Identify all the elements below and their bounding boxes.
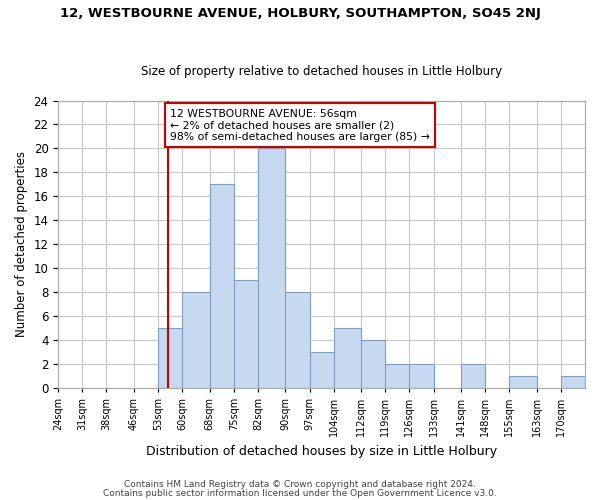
Bar xyxy=(334,328,361,388)
Bar xyxy=(310,352,334,388)
Bar xyxy=(234,280,258,388)
X-axis label: Distribution of detached houses by size in Little Holbury: Distribution of detached houses by size … xyxy=(146,444,497,458)
Text: 12, WESTBOURNE AVENUE, HOLBURY, SOUTHAMPTON, SO45 2NJ: 12, WESTBOURNE AVENUE, HOLBURY, SOUTHAMP… xyxy=(59,8,541,20)
Title: Size of property relative to detached houses in Little Holbury: Size of property relative to detached ho… xyxy=(141,66,502,78)
Bar xyxy=(361,340,385,388)
Bar xyxy=(182,292,210,388)
Bar xyxy=(210,184,234,388)
Bar xyxy=(286,292,310,388)
Bar xyxy=(258,148,286,388)
Bar xyxy=(385,364,409,388)
Text: Contains HM Land Registry data © Crown copyright and database right 2024.: Contains HM Land Registry data © Crown c… xyxy=(124,480,476,489)
Bar xyxy=(409,364,434,388)
Bar xyxy=(158,328,182,388)
Y-axis label: Number of detached properties: Number of detached properties xyxy=(15,151,28,337)
Bar xyxy=(509,376,537,388)
Text: 12 WESTBOURNE AVENUE: 56sqm
← 2% of detached houses are smaller (2)
98% of semi-: 12 WESTBOURNE AVENUE: 56sqm ← 2% of deta… xyxy=(170,109,430,142)
Bar xyxy=(561,376,585,388)
Text: Contains public sector information licensed under the Open Government Licence v3: Contains public sector information licen… xyxy=(103,488,497,498)
Bar xyxy=(461,364,485,388)
